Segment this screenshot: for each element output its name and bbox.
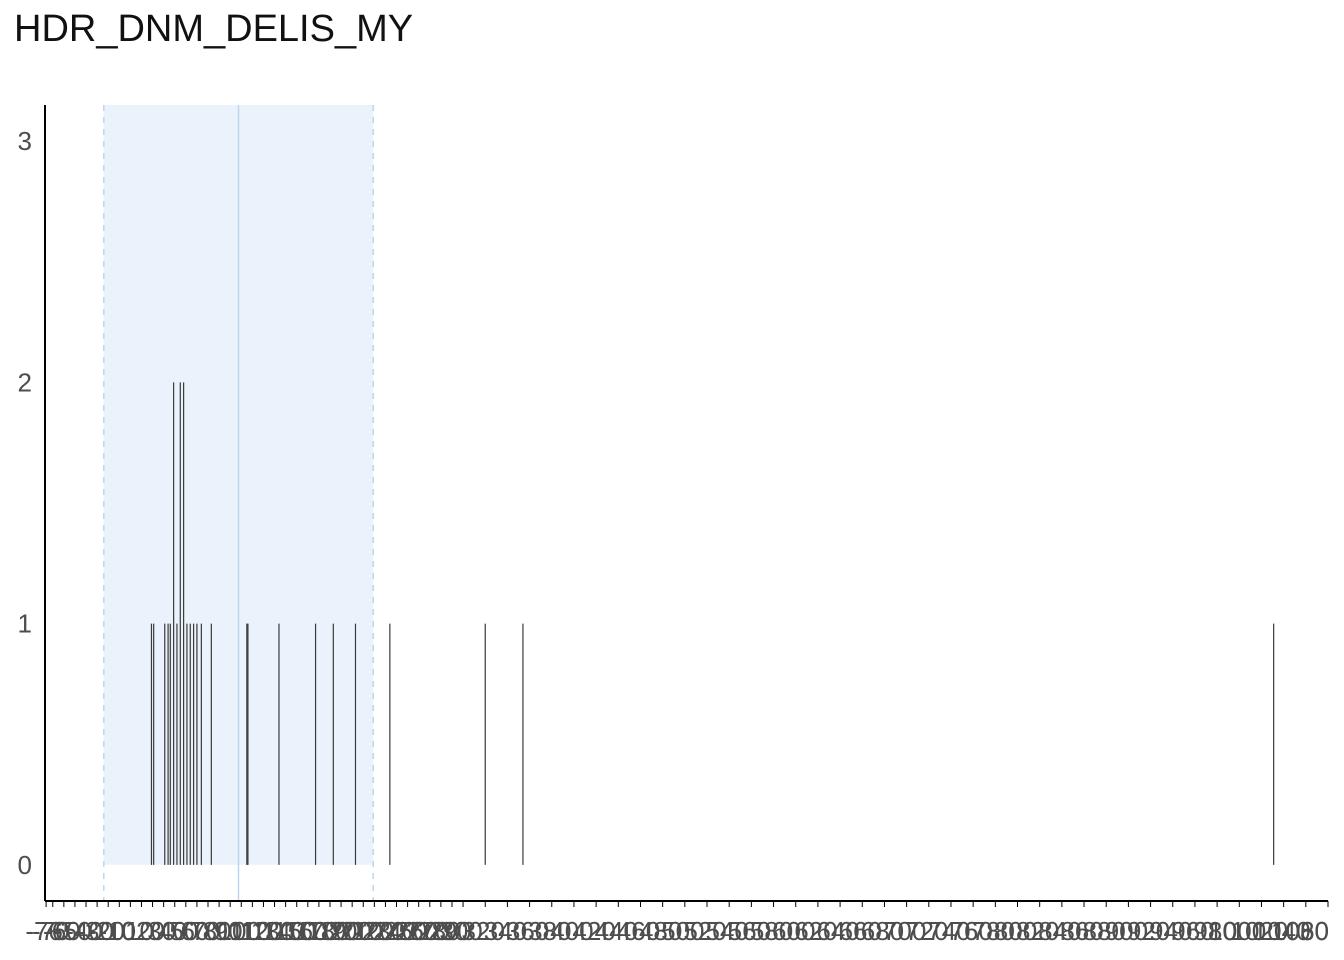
x-tick-label: 860 — [1060, 916, 1103, 946]
bars-group — [150, 382, 1275, 865]
x-tick-label: 500 — [661, 916, 704, 946]
x-tick-label: 1080 — [1271, 916, 1329, 946]
x-tick-label: 760 — [949, 916, 992, 946]
x-tick-label: -60 — [43, 916, 81, 946]
x-tick-label: 1060 — [1271, 916, 1329, 946]
x-tick-label: 340 — [484, 916, 527, 946]
x-tick-label: 480 — [639, 916, 682, 946]
y-tick-label: 3 — [18, 126, 32, 156]
x-tick-label: 160 — [284, 916, 327, 946]
x-tick-label: 0 — [121, 916, 135, 946]
x-tick-label: 660 — [839, 916, 882, 946]
x-tick-label: 720 — [905, 916, 948, 946]
y-ticks-group: 0 1 2 3 — [18, 126, 32, 880]
x-tick-label: 120 — [240, 916, 283, 946]
x-tick-label: 110 — [230, 916, 271, 946]
x-tick-label: 440 — [595, 916, 638, 946]
x-tick-label: -50 — [54, 916, 92, 946]
x-tick-label: -76 — [25, 916, 63, 946]
x-tick-label: 820 — [1016, 916, 1059, 946]
x-tick-label: 740 — [927, 916, 970, 946]
x-tick-label: 460 — [617, 916, 660, 946]
x-tick-label: 100 — [218, 916, 261, 946]
x-tick-label: 600 — [772, 916, 815, 946]
x-tick-label: 780 — [972, 916, 1015, 946]
x-tick-label: 270 — [406, 916, 449, 946]
x-tick-label: 60 — [180, 916, 209, 946]
x-tick-label: 210 — [340, 916, 383, 946]
y-tick-label: 2 — [18, 367, 32, 397]
x-tick-label: 400 — [550, 916, 593, 946]
x-tick-label: 240 — [373, 916, 416, 946]
x-tick-label: 580 — [750, 916, 793, 946]
x-tick-label: 520 — [683, 916, 726, 946]
x-tick-label: 140 — [262, 916, 305, 946]
chart-title: HDR_DNM_DELIS_MY — [14, 8, 414, 50]
x-tick-label: 280 — [417, 916, 460, 946]
x-tick-label: 200 — [328, 916, 371, 946]
x-tick-label: -70 — [32, 916, 70, 946]
x-tick-label: 320 — [462, 916, 505, 946]
x-tick-label: 40 — [158, 916, 187, 946]
x-tick-label: 960 — [1171, 916, 1214, 946]
x-tick-label: 250 — [384, 916, 427, 946]
x-tick-label: 150 — [273, 916, 316, 946]
x-tick-label: 1020 — [1231, 916, 1289, 946]
x-tick-label: 900 — [1105, 916, 1148, 946]
x-tick-label: 230 — [362, 916, 405, 946]
x-tick-label: 640 — [816, 916, 859, 946]
x-tick-label: 540 — [705, 916, 748, 946]
x-tick-label: 180 — [306, 916, 349, 946]
x-tick-label: 380 — [528, 916, 571, 946]
x-tick-label: 620 — [794, 916, 837, 946]
x-tick-label: 260 — [395, 916, 438, 946]
x-tick-label: 880 — [1083, 916, 1126, 946]
x-tick-label: 70 — [192, 916, 221, 946]
x-tick-label: 560 — [728, 916, 771, 946]
x-tick-label: 290 — [428, 916, 471, 946]
x-tick-label: 940 — [1149, 916, 1192, 946]
x-tick-label: 360 — [506, 916, 549, 946]
x-tick-label: -20 — [87, 916, 125, 946]
x-tick-label: -40 — [65, 916, 103, 946]
x-tick-label: 800 — [994, 916, 1037, 946]
x-tick-label: 170 — [295, 916, 338, 946]
x-tick-label: 980 — [1193, 916, 1236, 946]
x-tick-label: 1000 — [1208, 916, 1266, 946]
x-tick-label: 300 — [439, 916, 482, 946]
x-tick-label: 190 — [317, 916, 360, 946]
x-ticks-group: -76-70-60-50-40-30-20-100102030405060708… — [25, 901, 1329, 946]
y-tick-label: 1 — [18, 609, 32, 639]
x-tick-label: 20 — [136, 916, 165, 946]
x-tick-label: 680 — [861, 916, 904, 946]
x-tick-label: 80 — [203, 916, 232, 946]
x-tick-label: 90 — [214, 916, 243, 946]
x-tick-label: 700 — [883, 916, 926, 946]
x-tick-label: 420 — [572, 916, 615, 946]
x-tick-label: 10 — [125, 916, 154, 946]
x-tick-label: 920 — [1127, 916, 1170, 946]
x-tick-label: 50 — [169, 916, 198, 946]
x-tick-label: 840 — [1038, 916, 1081, 946]
x-tick-label: -10 — [99, 916, 137, 946]
x-tick-label: 220 — [351, 916, 394, 946]
x-tick-label: 1040 — [1253, 916, 1311, 946]
y-tick-label: 0 — [18, 850, 32, 880]
x-tick-label: 130 — [251, 916, 294, 946]
x-tick-label: -30 — [76, 916, 114, 946]
x-tick-label: 30 — [147, 916, 176, 946]
